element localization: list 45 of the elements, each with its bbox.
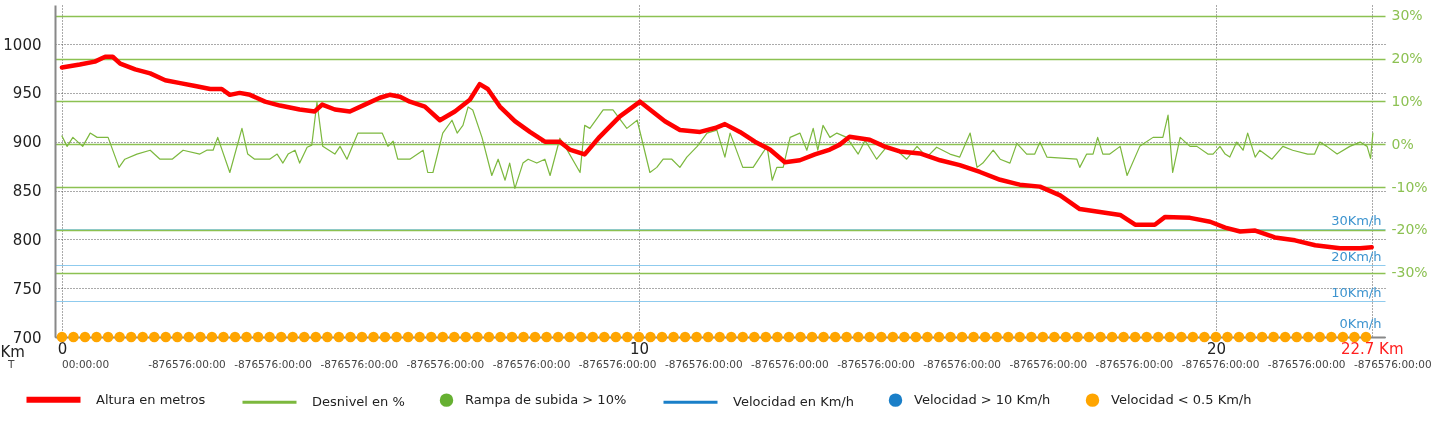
text: 00:00:00: [62, 358, 110, 370]
y2-tick-label: -20%: [1391, 221, 1428, 238]
y2-tick-label: 0%: [1391, 135, 1414, 152]
y-tick-label: 750: [12, 279, 42, 298]
y-tick-label: 950: [12, 84, 42, 103]
text: -876576:00:00: [751, 358, 829, 370]
x-tick-label: 0: [57, 339, 68, 358]
text: T: [7, 358, 15, 370]
y2-tick-label: 10%: [1391, 92, 1423, 109]
y2-tick-label: -10%: [1391, 178, 1428, 195]
text: -876576:00:00: [148, 358, 226, 370]
y-tick-label: 800: [12, 230, 42, 249]
text: -876576:00:00: [578, 358, 657, 370]
text: -876576:00:00: [1181, 358, 1260, 370]
x-tick-label: 10: [629, 339, 649, 358]
legend-label: Velocidad < 0.5 Km/h: [1111, 392, 1252, 408]
y2-tick-label: 30%: [1391, 7, 1423, 24]
legend-label: Altura en metros: [96, 391, 206, 407]
text: -876576:00:00: [1009, 358, 1088, 370]
y3-tick-label: 20Km/h: [1331, 249, 1382, 265]
y-tick-label: 850: [12, 182, 42, 201]
y2-tick-label: 20%: [1391, 50, 1423, 67]
legend-label: Velocidad en Km/h: [733, 394, 854, 410]
line-series: [61, 101, 1374, 189]
text: -876576:00:00: [1267, 358, 1346, 370]
y3-tick-label: 10Km/h: [1331, 285, 1382, 301]
text: -876576:00:00: [406, 358, 485, 370]
text: -876576:00:00: [492, 358, 571, 370]
y-tick-label: 900: [12, 133, 42, 152]
y3-tick-label: 0Km/h: [1339, 315, 1382, 331]
y-tick-label: 1000: [3, 35, 42, 54]
legend-label: Velocidad > 10 Km/h: [914, 392, 1051, 408]
text: -876576:00:00: [320, 358, 399, 370]
x-tick-label: 22.7 Km: [1340, 339, 1404, 358]
y3-tick-label: 30Km/h: [1331, 213, 1382, 229]
legend-label: Rampa de subida > 10%: [465, 392, 627, 408]
y2-tick-label: -30%: [1391, 264, 1428, 281]
text: -876576:00:00: [923, 358, 1002, 370]
text: -876576:00:00: [837, 358, 915, 370]
text: -876576:00:00: [1095, 358, 1174, 370]
text: -876576:00:00: [234, 358, 312, 370]
x-tick-label: 20: [1206, 339, 1226, 358]
text: -876576:00:00: [1354, 358, 1432, 370]
legend-label: Desnivel en %: [312, 394, 405, 410]
text: -876576:00:00: [664, 358, 743, 370]
